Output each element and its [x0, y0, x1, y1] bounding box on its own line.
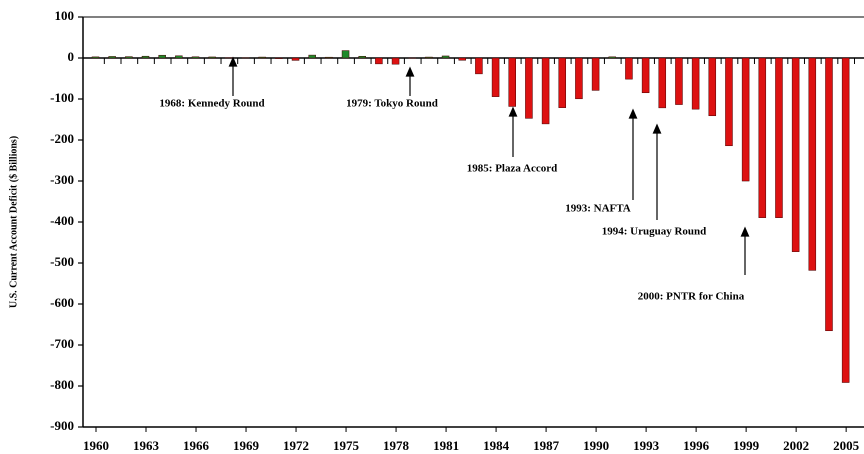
bar [641, 57, 650, 94]
y-tick-label: -500 [50, 254, 74, 269]
bar [625, 57, 633, 80]
y-tick-label: -100 [50, 90, 74, 105]
bar [458, 57, 466, 61]
x-tick-label: 1960 [83, 438, 109, 453]
x-tick-label: 2005 [833, 438, 860, 453]
bar [808, 57, 817, 271]
x-tick-label: 1975 [333, 438, 360, 453]
y-tick-label: -300 [50, 172, 74, 187]
x-tick-label: 2002 [783, 438, 809, 453]
annotation: 1979: Tokyo Round [346, 98, 438, 110]
bar [691, 57, 700, 110]
bar [291, 57, 300, 61]
bar [175, 55, 183, 59]
y-tick-label: -800 [50, 377, 74, 392]
bar [258, 56, 266, 59]
bar [675, 57, 683, 105]
bar [508, 57, 516, 107]
bar [608, 56, 617, 59]
bar [141, 55, 150, 59]
x-tick-label: 1996 [683, 438, 710, 453]
bar [325, 56, 333, 59]
x-tick-label: 1987 [533, 438, 560, 453]
bar [158, 54, 166, 59]
x-tick-label: 1963 [133, 438, 160, 453]
bar [791, 57, 800, 252]
bar [341, 50, 350, 59]
bar [491, 57, 500, 97]
bar [425, 56, 433, 59]
bar [558, 57, 567, 108]
y-tick-label: 0 [68, 49, 75, 64]
bar [775, 57, 783, 218]
y-tick-label: -700 [50, 336, 74, 351]
arrows [228, 56, 750, 275]
bar [275, 57, 283, 59]
bar [841, 57, 850, 383]
x-tick-label: 1978 [383, 438, 410, 453]
x-tick-label: 1993 [633, 438, 660, 453]
annotation: 1985: Plaza Accord [467, 163, 557, 175]
y-tick-label: -600 [50, 295, 74, 310]
bar [541, 57, 550, 125]
y-tick-label: -200 [50, 131, 74, 146]
bar [825, 57, 833, 332]
annotation: 1993: NAFTA [565, 203, 631, 215]
bar [525, 57, 533, 119]
y-axis-label: U.S. Current Account Deficit ($ Billions… [8, 136, 19, 308]
x-tick-label: 1999 [733, 438, 760, 453]
bar [125, 56, 133, 59]
bar [208, 56, 216, 59]
bar [308, 54, 316, 59]
bar [391, 57, 400, 65]
y-tick-label: 100 [55, 8, 75, 23]
bar [725, 57, 733, 147]
x-tick-label: 1981 [433, 438, 459, 453]
bar [741, 57, 750, 182]
x-tick-label: 1984 [483, 438, 510, 453]
annotation: 1968: Kennedy Round [159, 98, 264, 110]
x-tick-label: 1969 [233, 438, 260, 453]
bar [358, 55, 366, 59]
bar [375, 57, 383, 65]
bar [475, 57, 483, 75]
bar [658, 57, 667, 109]
bar [191, 56, 200, 59]
bar [758, 57, 767, 218]
bar [575, 57, 583, 100]
bar [108, 56, 116, 59]
x-tick-label: 1990 [583, 438, 609, 453]
x-tick-label: 1972 [283, 438, 309, 453]
bar [708, 57, 717, 117]
y-tick-label: -900 [50, 418, 74, 433]
bar [441, 55, 450, 59]
bar [591, 57, 600, 91]
y-tick-label: -400 [50, 213, 74, 228]
annotation: 2000: PNTR for China [638, 291, 745, 303]
bar [91, 56, 100, 59]
annotation: 1994: Uruguay Round [602, 226, 707, 238]
x-tick-label: 1966 [183, 438, 210, 453]
